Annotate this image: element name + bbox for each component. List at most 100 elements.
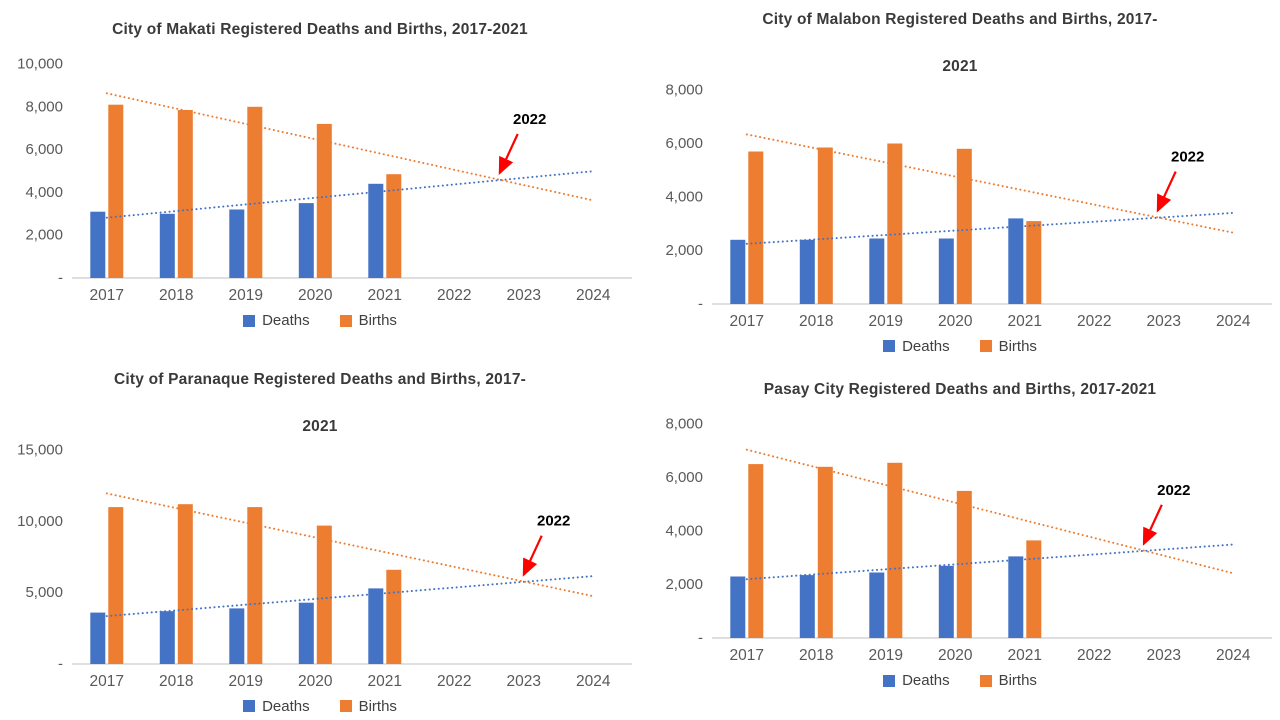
bars-deaths [730, 556, 1024, 638]
deaths-swatch-icon [243, 314, 256, 327]
svg-text:2023: 2023 [507, 673, 541, 690]
chart-title-malabon: City of Malabon Registered Deaths and Bi… [762, 8, 1157, 78]
svg-text:10,000: 10,000 [17, 513, 63, 530]
legend-label-deaths: Deaths [262, 312, 310, 329]
y-axis-ticks: - 2,000 4,000 6,000 8,000 [665, 416, 703, 647]
svg-text:2024: 2024 [1216, 647, 1251, 664]
svg-text:6,000: 6,000 [25, 141, 63, 158]
legend-label-births: Births [998, 337, 1037, 355]
annotation-label: 2022 [513, 111, 546, 128]
svg-text:2017: 2017 [730, 313, 764, 330]
births-swatch-icon [979, 340, 992, 353]
svg-text:2022: 2022 [437, 287, 471, 304]
svg-text:2024: 2024 [576, 673, 611, 690]
plot-area-makati: -2,000 4,000 6,000 8,000 10,000 2017 2018 2019 2… [6, 52, 634, 308]
annotation-arrow-icon [1156, 170, 1177, 213]
annotation-arrow-icon [498, 133, 519, 175]
births-swatch-icon [339, 314, 352, 327]
y-axis-ticks: - 2,000 4,000 6,000 8,000 [665, 81, 703, 312]
x-axis-ticks: 2017 2018 2019 2020 2021 2022 2023 2024 [90, 287, 611, 304]
births-swatch-icon [979, 674, 992, 687]
bars-births [108, 503, 402, 664]
bars-births [748, 462, 1042, 638]
chart-svg: - 2,000 4,000 6,000 8,000 2017 2018 2019 2020 202… [665, 416, 1272, 664]
annotation-arrow-icon [522, 534, 543, 577]
legend-label-births: Births [358, 697, 397, 715]
svg-text:4,000: 4,000 [665, 188, 703, 205]
legend-label-births: Births [358, 312, 397, 329]
chart-title-line: 2021 [942, 57, 978, 75]
trendline-births [105, 492, 595, 597]
chart-title-makati: City of Makati Registered Deaths and Bir… [112, 8, 528, 52]
x-axis-ticks: 2017 2018 2019 2020 2021 2022 2023 2024 [730, 313, 1251, 330]
svg-text:8,000: 8,000 [665, 416, 703, 433]
legend-label-births: Births [998, 672, 1037, 689]
annotation-arrow-icon [1142, 504, 1163, 546]
chart-title-line: City of Makati Registered Deaths and Bir… [112, 21, 528, 39]
bars-deaths [730, 218, 1024, 304]
legend-item-deaths: Deaths [883, 338, 950, 355]
legend-label-deaths: Deaths [902, 337, 950, 355]
chart-panel-malabon: City of Malabon Registered Deaths and Bi… [640, 0, 1280, 360]
svg-text:2,000: 2,000 [665, 242, 703, 259]
svg-text:2021: 2021 [368, 673, 402, 690]
svg-text:-: - [698, 630, 703, 647]
chart-title-paranaque: City of Paranaque Registered Deaths and … [114, 368, 526, 438]
deaths-swatch-icon [243, 700, 256, 713]
svg-text:2019: 2019 [229, 673, 263, 690]
chart-title-pasay: Pasay City Registered Deaths and Births,… [764, 368, 1157, 412]
svg-text:2017: 2017 [90, 673, 124, 690]
svg-text:2020: 2020 [298, 673, 333, 690]
trendline-deaths [105, 170, 595, 219]
svg-text:2023: 2023 [1147, 647, 1181, 664]
svg-text:2018: 2018 [159, 673, 193, 690]
legend-item-births: Births [979, 672, 1037, 689]
legend-paranaque: Deaths Births [243, 698, 397, 715]
svg-text:8,000: 8,000 [25, 98, 63, 115]
births-swatch-icon [339, 700, 352, 713]
svg-text:2020: 2020 [938, 313, 973, 330]
svg-text:2023: 2023 [1147, 313, 1181, 330]
svg-text:2019: 2019 [869, 313, 903, 330]
svg-text:2020: 2020 [298, 287, 333, 304]
svg-text:2021: 2021 [1008, 647, 1042, 664]
svg-text:2020: 2020 [938, 647, 973, 664]
chart-title-line: City of Paranaque Registered Deaths and … [114, 371, 526, 388]
svg-text:4,000: 4,000 [25, 184, 63, 201]
legend-item-deaths: Deaths [883, 672, 950, 689]
svg-text:15,000: 15,000 [17, 441, 63, 458]
svg-text:2021: 2021 [368, 287, 402, 304]
legend-item-deaths: Deaths [243, 698, 310, 715]
legend-makati: Deaths Births [243, 312, 397, 329]
svg-text:2019: 2019 [229, 287, 263, 304]
chart-panel-makati: City of Makati Registered Deaths and Bir… [0, 0, 640, 360]
bars-deaths [90, 588, 384, 664]
svg-text:2017: 2017 [730, 647, 764, 664]
legend-item-births: Births [979, 337, 1037, 355]
trendline-deaths [745, 211, 1235, 245]
plot-area-malabon: - 2,000 4,000 6,000 8,000 2017 2018 2019 2020 202… [646, 78, 1274, 334]
legend-pasay: Deaths Births [883, 672, 1037, 689]
svg-text:2018: 2018 [799, 647, 833, 664]
svg-text:2021: 2021 [1008, 313, 1042, 330]
trendline-births [745, 133, 1235, 234]
chart-panel-paranaque: City of Paranaque Registered Deaths and … [0, 360, 640, 720]
svg-text:2,000: 2,000 [25, 227, 63, 244]
chart-panel-pasay: Pasay City Registered Deaths and Births,… [640, 360, 1280, 720]
y-axis-ticks: - 2,000 4,000 6,000 8,000 10,000 [17, 56, 63, 287]
svg-text:2019: 2019 [869, 647, 903, 664]
legend-item-births: Births [339, 697, 397, 715]
svg-text:5,000: 5,000 [25, 584, 63, 601]
svg-text:10,000: 10,000 [17, 56, 63, 73]
chart-title-line: 2021 [302, 417, 338, 435]
svg-text:2,000: 2,000 [665, 576, 703, 593]
legend-label-deaths: Deaths [902, 672, 950, 689]
chart-title-line: City of Malabon Registered Deaths and Bi… [762, 11, 1158, 28]
plot-area-pasay: - 2,000 4,000 6,000 8,000 2017 2018 2019 2020 202… [646, 412, 1274, 668]
annotation-label: 2022 [537, 512, 570, 529]
y-axis-ticks: - 5,000 10,000 15,000 [17, 441, 63, 672]
svg-text:6,000: 6,000 [665, 135, 703, 152]
deaths-swatch-icon [883, 340, 896, 353]
annotation-label: 2022 [1171, 148, 1204, 165]
